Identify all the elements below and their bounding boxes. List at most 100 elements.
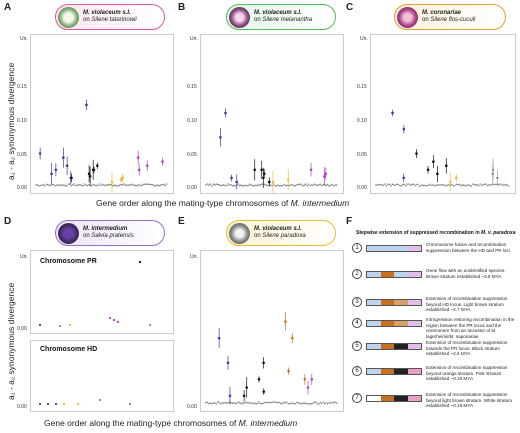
baseline-point bbox=[252, 184, 254, 187]
chromosome-diagram bbox=[366, 320, 422, 327]
baseline-point bbox=[322, 183, 325, 186]
baseline-point bbox=[488, 183, 490, 186]
baseline-point bbox=[304, 402, 307, 405]
baseline-point bbox=[48, 184, 50, 186]
baseline-point bbox=[265, 184, 267, 186]
baseline-point bbox=[45, 183, 48, 186]
baseline-point bbox=[219, 184, 222, 187]
baseline-point bbox=[293, 185, 295, 187]
data-point bbox=[267, 180, 271, 184]
baseline-point bbox=[284, 402, 287, 404]
data-point bbox=[62, 402, 66, 406]
baseline-point bbox=[302, 185, 304, 187]
baseline-point bbox=[266, 184, 269, 187]
baseline-point bbox=[244, 184, 247, 186]
baseline-point bbox=[39, 184, 42, 187]
baseline-point bbox=[38, 184, 40, 187]
data-point bbox=[50, 172, 53, 176]
baseline-point bbox=[136, 184, 138, 187]
baseline-point bbox=[90, 184, 93, 187]
baseline-point bbox=[307, 403, 310, 405]
baseline-point bbox=[278, 184, 281, 187]
baseline-point bbox=[406, 183, 409, 185]
baseline-point bbox=[63, 184, 65, 186]
stratum-segment bbox=[394, 321, 408, 326]
stratum-segment bbox=[367, 396, 381, 401]
baseline-point bbox=[243, 185, 245, 187]
baseline-point bbox=[436, 184, 438, 186]
baseline-point bbox=[315, 184, 317, 186]
baseline-point bbox=[482, 183, 485, 186]
data-point bbox=[68, 323, 72, 327]
step-number: 3 bbox=[352, 297, 362, 307]
stepwise-title: Stepwise extension of suppressed recombi… bbox=[356, 230, 516, 236]
baseline-point bbox=[309, 402, 311, 405]
x-axis-label-bottom: Gene order along the mating-type chromos… bbox=[44, 418, 297, 428]
baseline-point bbox=[322, 401, 325, 403]
baseline-point bbox=[268, 401, 270, 404]
data-point bbox=[148, 323, 152, 327]
baseline-point bbox=[319, 183, 322, 186]
species-badge-e: M. violaceum s.l. on Silene paradoxa bbox=[226, 220, 336, 246]
panel-letter-e: E bbox=[178, 216, 185, 227]
baseline-point bbox=[325, 184, 328, 187]
baseline-point bbox=[285, 401, 288, 403]
baseline-point bbox=[284, 184, 287, 187]
baseline-point bbox=[215, 402, 218, 405]
data-point bbox=[415, 152, 418, 155]
scatter-svg-top bbox=[35, 99, 510, 193]
step-number: 6 bbox=[352, 366, 362, 376]
species-badge-b: M. violaceum s.l. on Silene melanantha bbox=[226, 4, 336, 30]
baseline-point bbox=[104, 184, 106, 187]
baseline-point bbox=[105, 183, 108, 186]
tick-un-c: Un. bbox=[360, 36, 368, 42]
host-name: Silene melanantha bbox=[262, 17, 313, 23]
baseline-point bbox=[306, 184, 309, 187]
baseline-point bbox=[310, 184, 313, 186]
baseline-point bbox=[227, 183, 229, 185]
baseline-point bbox=[303, 402, 306, 404]
baseline-point bbox=[219, 402, 222, 405]
baseline-point bbox=[49, 184, 52, 187]
baseline-point bbox=[250, 401, 253, 404]
baseline-point bbox=[263, 401, 266, 404]
baseline-point bbox=[140, 184, 143, 187]
baseline-point bbox=[304, 183, 307, 185]
tick-un-a: Un. bbox=[20, 36, 28, 42]
baseline-point bbox=[162, 183, 165, 186]
baseline-point bbox=[275, 185, 278, 187]
baseline-point bbox=[470, 185, 473, 187]
baseline-point bbox=[387, 183, 389, 186]
step-description: Extension of recombination suppression t… bbox=[426, 340, 508, 356]
baseline-point bbox=[452, 184, 455, 187]
stratum-segment bbox=[367, 321, 381, 326]
stratum-segment bbox=[407, 396, 421, 401]
baseline-point bbox=[212, 401, 215, 404]
species-name: M. violaceum s.l. bbox=[254, 225, 302, 232]
tick-010-a: 0.10 bbox=[17, 118, 27, 124]
data-point bbox=[145, 164, 149, 168]
baseline-point bbox=[102, 184, 105, 186]
step-number: 2 bbox=[352, 269, 362, 279]
data-point bbox=[137, 168, 141, 172]
baseline-point bbox=[215, 183, 218, 185]
tick-000-d2: 0.00 bbox=[17, 404, 27, 410]
baseline-point bbox=[83, 183, 86, 185]
baseline-point bbox=[118, 184, 121, 186]
baseline-point bbox=[294, 184, 297, 187]
baseline-point bbox=[222, 402, 225, 404]
baseline-point bbox=[334, 401, 336, 403]
baseline-point bbox=[61, 184, 64, 186]
baseline-point bbox=[120, 183, 122, 186]
baseline-point bbox=[302, 402, 304, 405]
baseline-point bbox=[68, 183, 71, 185]
data-point bbox=[257, 377, 261, 381]
baseline-point bbox=[73, 183, 75, 185]
panel-letter-c: C bbox=[346, 2, 354, 13]
tick-000-d1: 0.00 bbox=[17, 326, 27, 332]
data-point bbox=[286, 178, 290, 181]
baseline-point bbox=[212, 183, 215, 186]
baseline-point bbox=[258, 183, 260, 186]
data-point bbox=[138, 260, 142, 264]
stratum-segment bbox=[407, 272, 421, 277]
